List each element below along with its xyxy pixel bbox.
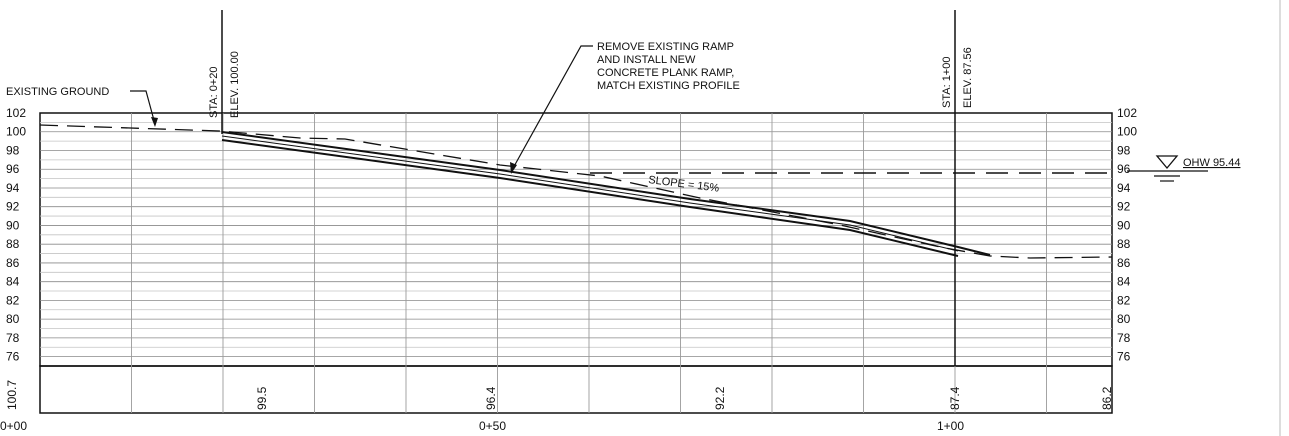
callout-line-1: REMOVE EXISTING RAMP (597, 41, 734, 53)
existing-ground-arrowhead (151, 117, 158, 127)
existing-elevation-value: 92.2 (713, 386, 727, 410)
callout-note: REMOVE EXISTING RAMP AND INSTALL NEW CON… (597, 41, 740, 92)
callout-leader (511, 45, 593, 171)
elevation-tick-left: 88 (6, 237, 20, 251)
elevation-tick-left: 96 (6, 162, 20, 176)
callout-arrowhead (510, 162, 517, 174)
elevation-tick-right: 96 (1117, 162, 1131, 176)
elevation-tick-right: 92 (1117, 200, 1131, 214)
elevation-tick-right: 94 (1117, 181, 1131, 195)
elevation-tick-right: 100 (1117, 125, 1137, 139)
ohw-label: OHW 95.44 (1183, 157, 1240, 169)
existing-elevation-value: 87.4 (948, 386, 962, 410)
callout-line-4: MATCH EXISTING PROFILE (597, 80, 740, 92)
existing-elevation-row: 100.7 99.5 96.4 92.2 87.4 86.2 (5, 380, 1114, 410)
water-triangle-icon (1155, 155, 1179, 170)
elevation-tick-left: 76 (6, 350, 20, 364)
existing-elevation-value: 86.2 (1100, 386, 1114, 410)
station-label: 0+50 (479, 419, 506, 433)
callout-line-2: AND INSTALL NEW (597, 54, 696, 66)
elevation-tick-left: 102 (6, 106, 26, 120)
elev-start-label: ELEV. 100.00 (229, 51, 241, 118)
grid-frame (39, 112, 1113, 367)
elevation-tick-right: 84 (1117, 275, 1131, 289)
elevation-tick-left: 82 (6, 293, 20, 307)
existing-elevation-value: 100.7 (5, 380, 19, 410)
proposed-ramp-mid (221, 135, 959, 252)
sta-start-label: STA: 0+20 (208, 67, 220, 118)
elevation-tick-left: 94 (6, 181, 20, 195)
elevation-strip-frame (39, 365, 1113, 414)
elevation-tick-left: 78 (6, 331, 20, 345)
elevation-tick-right: 88 (1117, 237, 1131, 251)
elevation-tick-right: 86 (1117, 256, 1131, 270)
elevation-tick-left: 100 (6, 125, 26, 139)
existing-elevation-value: 96.4 (484, 386, 498, 410)
existing-ground-label: EXISTING GROUND (6, 86, 109, 98)
elevation-tick-right: 80 (1117, 312, 1131, 326)
elevation-tick-right: 90 (1117, 218, 1131, 232)
elevation-tick-left: 90 (6, 218, 20, 232)
proposed-ramp-top (221, 131, 991, 256)
elevation-tick-right: 76 (1117, 350, 1131, 364)
elevation-tick-right: 82 (1117, 293, 1131, 307)
callout-line-3: CONCRETE PLANK RAMP, (597, 67, 734, 79)
elevation-tick-left: 98 (6, 143, 20, 157)
existing-ground-line (39, 124, 1113, 259)
elevation-tick-left: 86 (6, 256, 20, 270)
elevation-tick-right: 98 (1117, 143, 1131, 157)
elevation-tick-left: 80 (6, 312, 20, 326)
elevation-tick-left: 92 (6, 200, 20, 214)
existing-elevation-value: 99.5 (255, 386, 269, 410)
profile-grid (39, 112, 1113, 414)
station-axis: 0+00 0+50 1+00 (0, 419, 964, 433)
elevation-tick-right: 102 (1117, 106, 1137, 120)
elevation-axis-right: 102 100 98 96 94 92 90 88 86 84 82 80 78 76 (1117, 106, 1137, 364)
elevation-tick-left: 84 (6, 275, 20, 289)
existing-ground-leader (130, 90, 156, 125)
elevation-tick-right: 78 (1117, 331, 1131, 345)
water-level-symbol (1127, 155, 1208, 182)
proposed-ramp-bottom (221, 139, 959, 257)
station-label: 1+00 (937, 419, 964, 433)
elevation-axis-left: 102 100 98 96 94 92 90 88 86 84 82 80 78 76 (6, 106, 26, 364)
station-label: 0+00 (0, 419, 27, 433)
sta-end-label: STA: 1+00 (941, 57, 953, 108)
slope-label: SLOPE = 15% (648, 174, 720, 195)
elev-end-label: ELEV. 87.56 (962, 47, 974, 108)
